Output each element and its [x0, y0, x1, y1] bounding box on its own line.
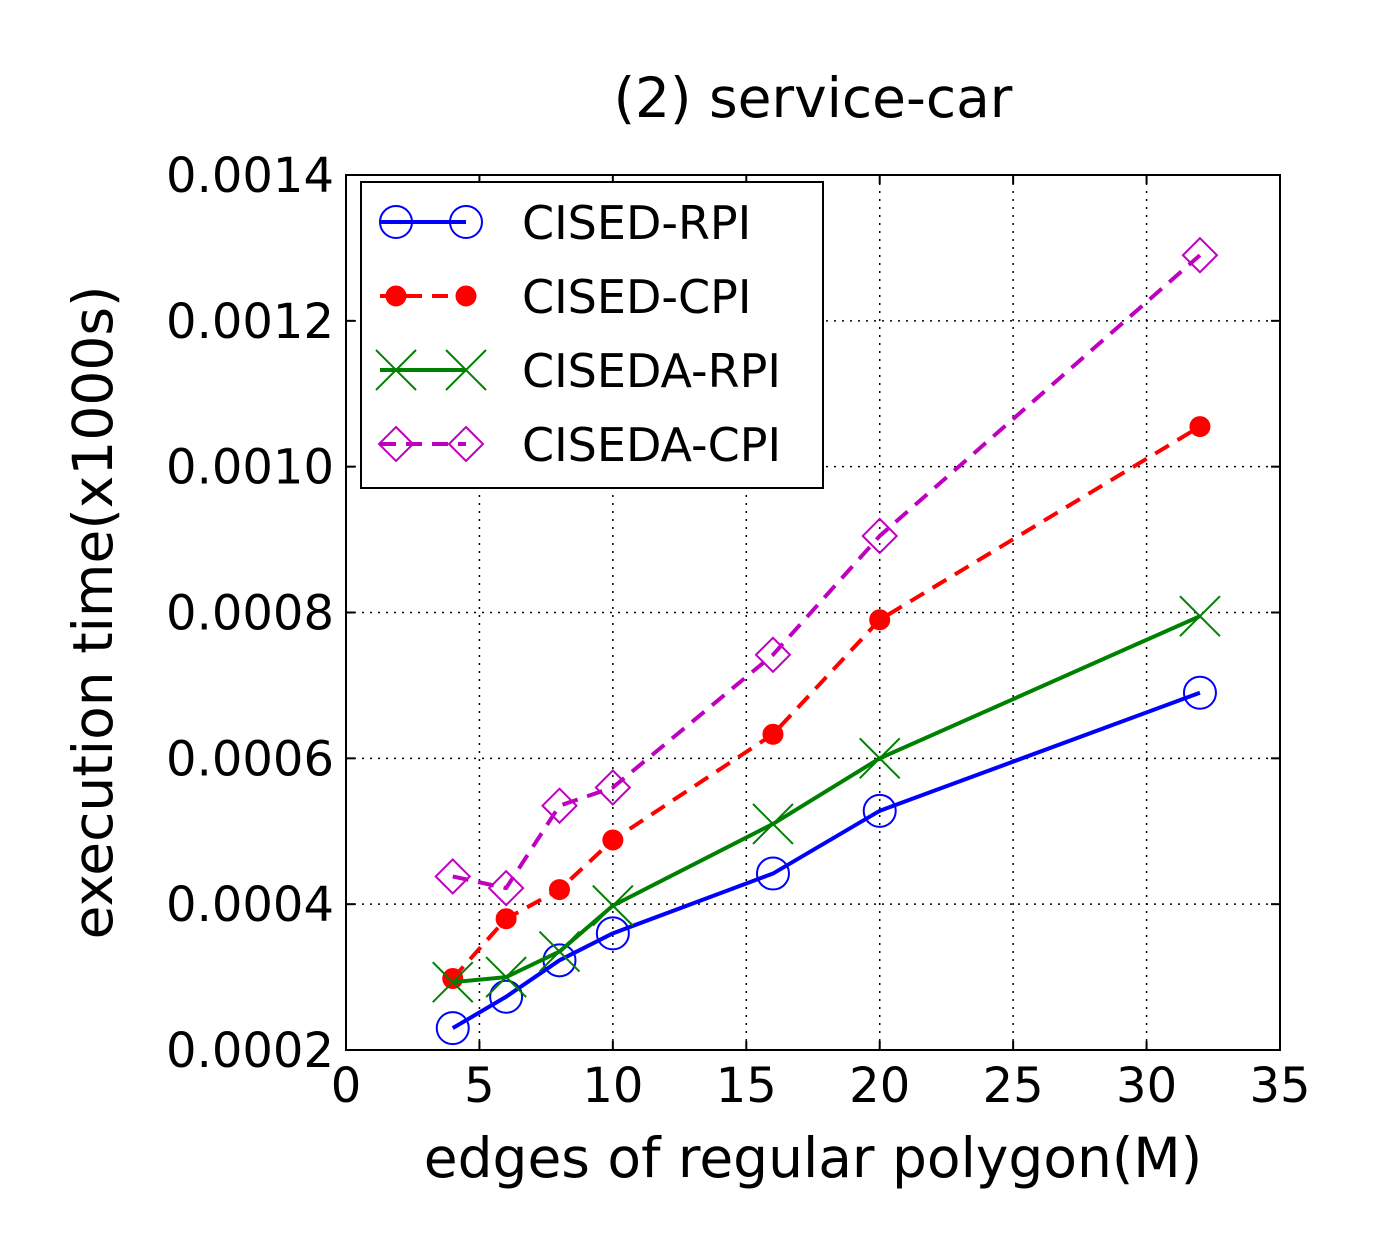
chart-title: (2) service-car — [614, 66, 1013, 130]
x-axis-label: edges of regular polygon(M) — [424, 1126, 1202, 1190]
data-point — [435, 1011, 470, 1046]
x-tick-label: 15 — [716, 1058, 777, 1114]
legend-marker — [447, 425, 485, 463]
x-tick-label: 20 — [849, 1058, 910, 1114]
series-cised-cpi — [442, 416, 1211, 990]
series-line — [452, 253, 1202, 891]
data-point — [1189, 416, 1211, 438]
legend: CISED-RPI CISED-CPI CISEDA-RPI CISEDA-CPI — [360, 181, 824, 489]
data-point — [495, 908, 517, 930]
axis-ticks: 0 5 10 15 20 25 30 35 0.0002 0.0004 0.0006 0.0008 0.… — [166, 148, 1310, 1114]
series-layer — [432, 236, 1221, 1046]
legend-marker — [377, 425, 415, 463]
data-point — [602, 829, 624, 851]
data-point — [489, 979, 524, 1014]
data-point — [754, 636, 792, 674]
y-tick-label: 0.0012 — [166, 294, 334, 350]
y-axis-label: execution time(x1000s) — [61, 286, 125, 940]
series-line — [452, 614, 1201, 985]
x-tick-label: 5 — [464, 1058, 495, 1114]
data-point — [862, 793, 897, 828]
data-point — [548, 879, 570, 901]
data-point — [592, 884, 634, 927]
legend-item: CISEDA-RPI — [375, 344, 781, 398]
series-line — [451, 690, 1201, 1030]
legend-marker — [385, 285, 407, 307]
data-point — [487, 869, 525, 907]
y-tick-label: 0.0008 — [166, 586, 334, 642]
legend-label: CISEDA-CPI — [522, 418, 781, 472]
data-point — [861, 517, 899, 555]
legend-marker — [445, 349, 487, 391]
data-point — [442, 968, 464, 990]
legend-marker — [375, 349, 417, 391]
x-tick-label: 35 — [1249, 1058, 1310, 1114]
data-point — [1181, 236, 1219, 274]
legend-marker — [455, 285, 477, 307]
legend-marker — [449, 205, 483, 239]
legend-label: CISEDA-RPI — [522, 344, 781, 398]
series-ciseda-rpi — [432, 595, 1221, 1003]
data-point — [594, 769, 632, 806]
data-point — [538, 930, 581, 973]
legend-label: CISED-RPI — [522, 196, 751, 250]
x-tick-label: 30 — [1116, 1058, 1177, 1114]
series-ciseda-cpi — [434, 236, 1219, 907]
y-tick-label: 0.0014 — [166, 148, 334, 204]
data-point — [755, 856, 790, 891]
data-point — [1179, 595, 1221, 637]
series-cised-rpi — [435, 675, 1217, 1046]
data-point — [752, 803, 794, 845]
data-point — [432, 961, 474, 1003]
y-tick-label: 0.0002 — [166, 1023, 334, 1079]
legend-label: CISED-CPI — [522, 270, 751, 324]
legend-box — [360, 181, 824, 489]
x-tick-label: 0 — [331, 1058, 362, 1114]
data-point — [434, 858, 472, 895]
y-tick-label: 0.0004 — [166, 877, 334, 933]
data-point — [859, 737, 901, 780]
y-tick-label: 0.0006 — [166, 731, 334, 787]
legend-marker — [379, 205, 413, 239]
legend-item: CISED-CPI — [380, 270, 751, 324]
y-tick-label: 0.0010 — [166, 440, 334, 496]
data-point — [869, 609, 891, 631]
data-point — [1182, 675, 1217, 710]
legend-item: CISED-RPI — [379, 196, 751, 250]
data-point — [595, 916, 630, 951]
x-tick-label: 25 — [983, 1058, 1044, 1114]
data-point — [541, 787, 578, 825]
data-point — [485, 956, 527, 998]
legend-item: CISEDA-CPI — [377, 418, 781, 472]
x-tick-label: 10 — [582, 1058, 643, 1114]
data-point — [762, 723, 784, 745]
